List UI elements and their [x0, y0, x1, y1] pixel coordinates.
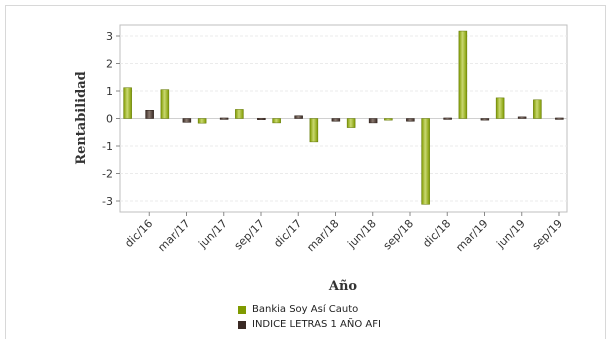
legend: Bankia Soy Así Cauto INDICE LETRAS 1 AÑO…	[238, 302, 381, 332]
x-tick-label: jun/17	[195, 217, 229, 251]
bar-series1	[458, 30, 468, 119]
y-axis-title: Rentabilidad	[74, 71, 89, 164]
legend-swatch-series1	[238, 305, 246, 314]
bar-series2	[480, 118, 490, 121]
legend-item-series1: Bankia Soy Así Cauto	[238, 302, 381, 317]
bar-series1	[309, 118, 319, 143]
bar-series1	[123, 87, 132, 119]
bar-series1	[346, 118, 356, 128]
bar-series1	[235, 109, 244, 119]
y-tick-label: 1	[106, 85, 113, 98]
y-tick-label: 3	[106, 30, 113, 43]
x-tick-label: jun/18	[344, 217, 378, 251]
y-tick-label: -1	[102, 140, 113, 153]
bar-chart: -3 -2 -1 0 1 2 3 dic/16 mar/17 jun/17 sep/17 dic/17…	[74, 24, 568, 294]
y-tick-label: 2	[106, 58, 113, 71]
y-tick-label: -2	[102, 168, 113, 181]
bar-series2	[517, 116, 527, 119]
legend-label-series1: Bankia Soy Así Cauto	[252, 304, 359, 315]
bar-series1	[533, 99, 542, 119]
x-tick-label: mar/17	[155, 217, 192, 254]
bar-series1	[421, 118, 430, 205]
x-tick-label: jun/19	[493, 217, 527, 251]
legend-item-series2: INDICE LETRAS 1 AÑO AFI	[238, 317, 381, 332]
bar-series2	[219, 117, 229, 120]
bar-series1	[160, 89, 170, 119]
bar-series2	[182, 118, 192, 123]
bar-series1	[197, 118, 207, 124]
bar-series2	[368, 118, 378, 124]
legend-label-series2: INDICE LETRAS 1 AÑO AFI	[252, 319, 381, 330]
bar-series2	[331, 118, 341, 122]
x-tick-label: dic/18	[420, 217, 453, 250]
bar-series2	[294, 115, 303, 119]
legend-swatch-series2	[238, 320, 246, 329]
x-tick-label: mar/19	[453, 217, 490, 254]
bar-series2	[257, 117, 266, 120]
y-tick-label: -3	[102, 195, 113, 208]
x-tick-label: dic/17	[271, 217, 304, 250]
bar-series2	[406, 118, 415, 122]
x-tick-label: sep/17	[232, 217, 267, 252]
bar-series2	[555, 117, 564, 120]
bar-series2	[145, 110, 154, 119]
x-tick-label: sep/19	[530, 217, 565, 252]
bar-series2	[443, 117, 452, 120]
x-tick-label: sep/18	[381, 217, 416, 252]
y-tick-label: 0	[106, 113, 113, 126]
bar-series1	[495, 97, 505, 119]
x-tick-label: mar/18	[304, 217, 341, 254]
x-tick-label: dic/16	[122, 217, 155, 250]
x-axis-title: Año	[328, 279, 358, 294]
bar-series1	[384, 118, 393, 121]
bar-series1	[272, 118, 281, 124]
